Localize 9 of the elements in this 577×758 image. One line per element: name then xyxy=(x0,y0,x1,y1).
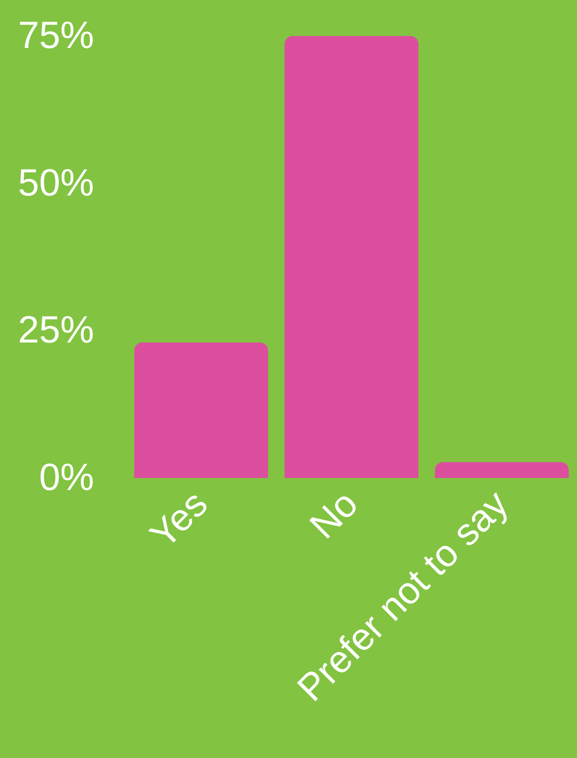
y-tick-label: 50% xyxy=(18,162,94,204)
y-tick-label: 0% xyxy=(39,457,94,499)
x-tick-label: Yes xyxy=(142,483,216,557)
x-tick-label: No xyxy=(302,483,366,548)
bar xyxy=(284,36,418,478)
bar xyxy=(434,462,569,478)
y-tick-label: 25% xyxy=(18,310,94,352)
bar xyxy=(134,342,268,478)
y-tick-label: 75% xyxy=(18,15,94,57)
